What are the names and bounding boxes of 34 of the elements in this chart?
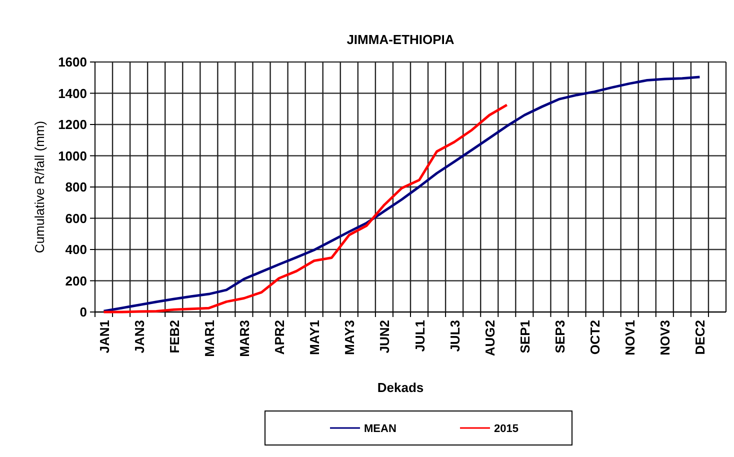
y-tick-label: 200 [65, 273, 87, 288]
y-tick-label: 1600 [58, 54, 87, 70]
x-tick-label: MAR3 [236, 320, 252, 357]
y-axis-title: Cumulative R/fall (mm) [32, 120, 47, 254]
x-axis-title: Dekads [377, 380, 424, 395]
x-tick-label: OCT2 [588, 320, 603, 355]
y-tick-label: 800 [65, 180, 87, 195]
x-tick-label: NOV3 [658, 320, 673, 356]
x-tick-label: JAN3 [132, 320, 147, 354]
x-tick-label: MAR1 [202, 320, 217, 357]
x-tick-label: SEP3 [552, 320, 568, 354]
y-tick-label: 1000 [58, 148, 87, 164]
x-tick-label: SEP1 [517, 320, 532, 354]
y-tick-label: 400 [65, 242, 87, 258]
legend-label: 2015 [494, 422, 518, 435]
x-tick-label: APR2 [272, 320, 288, 355]
y-tick-label: 0 [80, 304, 87, 320]
line-series [102, 76, 701, 312]
x-tick-label: FEB2 [166, 320, 182, 354]
x-tick-label: AUG2 [482, 320, 498, 356]
x-tick-label: JUN2 [377, 320, 392, 354]
x-tick-label: MAY3 [342, 320, 358, 355]
x-tick-label: MAY1 [307, 320, 322, 355]
chart-title: JIMMA-ETHIOPIA [346, 32, 455, 47]
x-tick-label: DEC2 [692, 320, 708, 355]
x-tick-label: NOV1 [622, 320, 638, 356]
x-tick-label: JAN1 [96, 320, 112, 354]
y-tick-label: 1200 [58, 117, 87, 132]
x-tick-label: JUL3 [447, 320, 462, 352]
line-series [102, 104, 508, 314]
y-tick-label: 1400 [58, 86, 87, 101]
x-tick-label: JUL1 [412, 320, 428, 352]
y-tick-label: 600 [65, 210, 87, 226]
legend-label: MEAN [364, 422, 396, 435]
